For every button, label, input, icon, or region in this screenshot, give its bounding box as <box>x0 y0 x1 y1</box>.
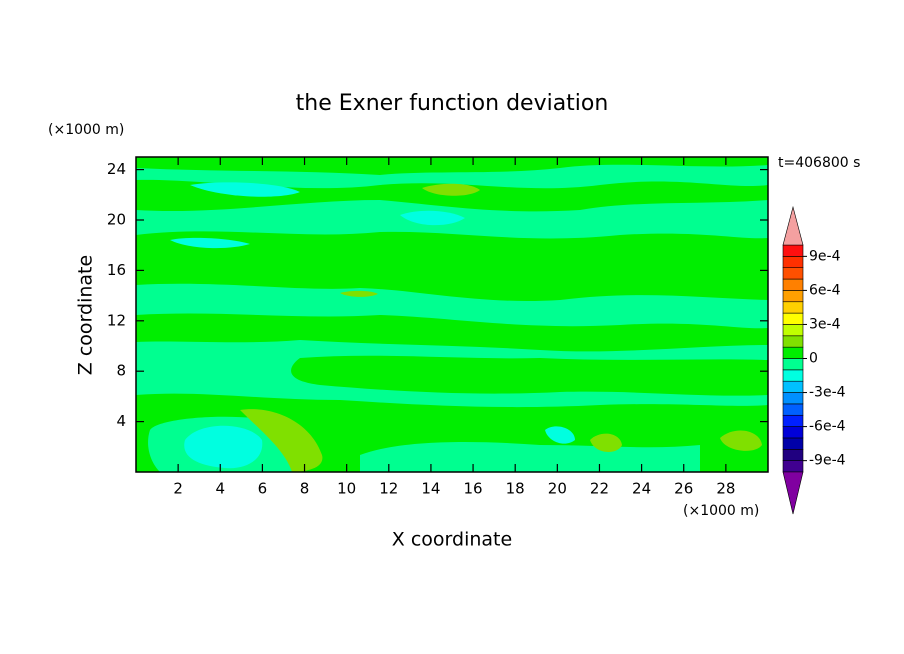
colorbar-tick-label: -3e-4 <box>809 385 846 401</box>
x-tick-label: 22 <box>590 480 609 498</box>
colorbar-box <box>782 256 804 269</box>
colorbar-extend-high <box>782 205 804 246</box>
x-tick-label: 2 <box>173 480 183 498</box>
colorbar-box <box>782 437 804 450</box>
colorbar-tick-label: 9e-4 <box>809 248 841 264</box>
colorbar-tick-label: -9e-4 <box>809 453 846 469</box>
x-tick-label: 12 <box>379 480 398 498</box>
colorbar-box <box>782 426 804 439</box>
colorbar-box <box>782 369 804 382</box>
x-tick-label: 16 <box>464 480 483 498</box>
plot-frame <box>135 156 769 473</box>
x-tick-label: 8 <box>300 480 310 498</box>
x-tick-label: 18 <box>506 480 525 498</box>
colorbar-box <box>782 460 804 473</box>
x-tick-label: 20 <box>548 480 567 498</box>
colorbar-tick-label: -6e-4 <box>809 419 846 435</box>
y-axis-label: Z coordinate <box>75 255 97 375</box>
x-tick-label: 4 <box>215 480 225 498</box>
y-tick-label: 8 <box>116 362 126 380</box>
y-tick-label: 12 <box>107 311 126 329</box>
colorbar-box <box>782 324 804 337</box>
colorbar-box <box>782 403 804 416</box>
colorbar-box <box>782 278 804 291</box>
x-tick-label: 6 <box>258 480 268 498</box>
y-unit: (×1000 m) <box>48 122 124 138</box>
colorbar-box <box>782 335 804 348</box>
y-tick-label: 24 <box>107 160 126 178</box>
colorbar-box <box>782 448 804 461</box>
x-tick-label: 26 <box>674 480 693 498</box>
y-tick-label: 4 <box>116 412 126 430</box>
x-axis-label: X coordinate <box>392 529 512 551</box>
x-tick-label: 14 <box>421 480 440 498</box>
colorbar-extend-low <box>782 471 804 515</box>
x-unit: (×1000 m) <box>683 503 759 519</box>
colorbar-box <box>782 392 804 405</box>
y-tick-label: 16 <box>107 261 126 279</box>
colorbar-box <box>782 346 804 359</box>
colorbar-box <box>782 267 804 280</box>
colorbar-box <box>782 414 804 427</box>
colorbar-tick-label: 6e-4 <box>809 282 841 298</box>
colorbar-box <box>782 358 804 371</box>
colorbar-box <box>782 301 804 314</box>
time-annotation: t=406800 s <box>778 155 860 171</box>
x-tick-label: 10 <box>337 480 356 498</box>
colorbar-box <box>782 290 804 303</box>
colorbar-box <box>782 244 804 257</box>
y-tick-label: 20 <box>107 211 126 229</box>
contour-field <box>136 157 768 472</box>
colorbar-tick-label: 0 <box>809 351 818 367</box>
x-tick-label: 28 <box>716 480 735 498</box>
colorbar-tick-label: 3e-4 <box>809 316 841 332</box>
colorbar-box <box>782 312 804 325</box>
colorbar-box <box>782 380 804 393</box>
chart-title: the Exner function deviation <box>296 91 609 116</box>
x-tick-label: 24 <box>632 480 651 498</box>
